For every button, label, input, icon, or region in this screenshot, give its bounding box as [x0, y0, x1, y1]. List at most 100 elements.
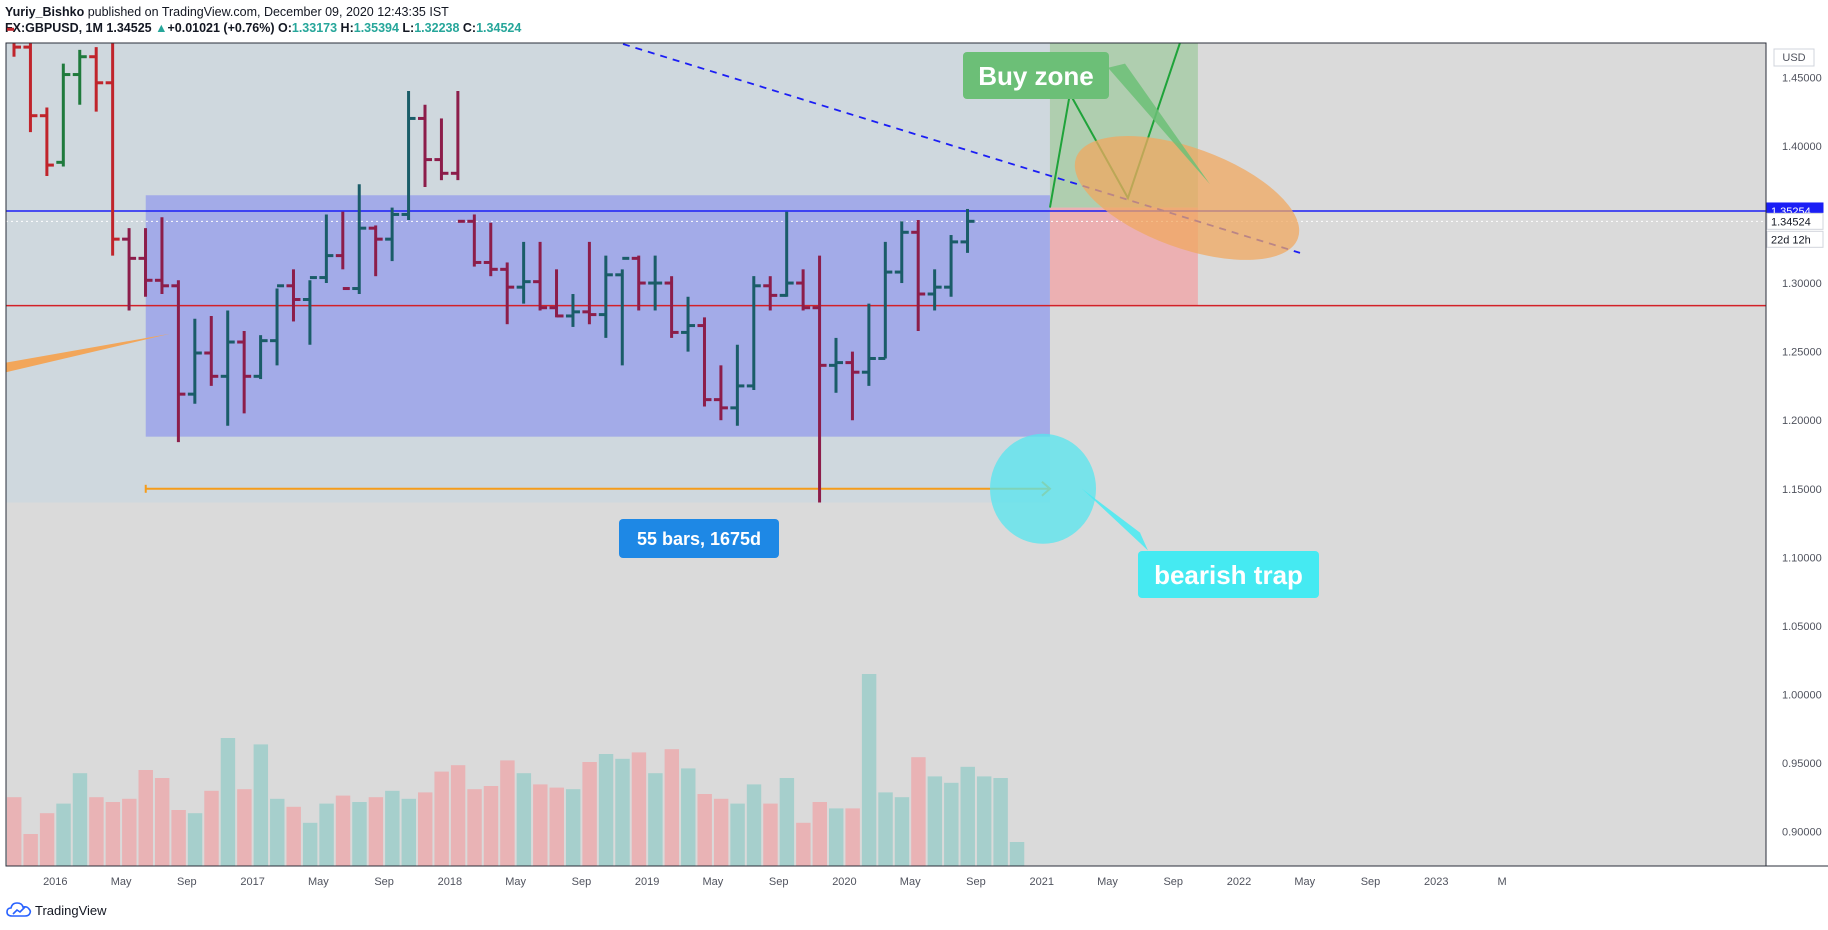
volume-bar: [878, 792, 893, 866]
volume-bar: [434, 771, 449, 866]
volume-bar: [302, 822, 318, 866]
volume-bar: [72, 773, 88, 866]
chart-header: Yuriy_Bishko published on TradingView.co…: [5, 4, 521, 36]
volume-bar: [812, 802, 827, 866]
time-tick-label: Sep: [966, 876, 986, 888]
volume-bar: [763, 803, 778, 866]
volume-bar: [1009, 842, 1025, 866]
volume-bar: [401, 798, 416, 866]
publish-info: published on TradingView.com, December 0…: [87, 5, 449, 19]
volume-bar: [615, 758, 630, 866]
volume-bar: [39, 813, 55, 866]
last-price: 1.34525: [106, 21, 152, 35]
time-tick-label: 2019: [635, 876, 659, 888]
volume-bar: [993, 778, 1008, 866]
volume-bar: [483, 786, 499, 866]
volume-bar: [138, 770, 153, 866]
volume-bar: [500, 760, 515, 866]
volume-bar: [89, 797, 104, 866]
time-scale[interactable]: [6, 866, 1766, 892]
last-price-tag: 1.34524: [1771, 216, 1811, 228]
price-axis-ticks: 1.450001.400001.350001.300001.250001.200…: [1782, 72, 1822, 838]
close-label: C:: [462, 21, 477, 35]
time-tick-label: Sep: [572, 876, 592, 888]
time-tick-label: 2016: [43, 876, 67, 888]
bars-range-label-box: [619, 519, 779, 558]
price-tick-label: 1.30000: [1782, 278, 1822, 290]
volume-bar: [385, 790, 400, 866]
price-tick-label: 0.95000: [1782, 758, 1822, 770]
time-tick-label: M: [1497, 876, 1506, 888]
volume-bar: [23, 834, 38, 866]
price-tick-label: 1.20000: [1782, 415, 1822, 427]
volume-bar: [582, 762, 597, 866]
low-value: 1.32238: [414, 21, 460, 35]
time-tick-label: May: [1294, 876, 1315, 888]
publish-line: Yuriy_Bishko published on TradingView.co…: [5, 4, 521, 20]
chart-background: [6, 43, 1766, 866]
price-tick-label: 1.00000: [1782, 690, 1822, 702]
time-tick-label: May: [308, 876, 329, 888]
up-arrow-icon: ▲: [155, 21, 168, 35]
drawing-labels: Buy zone 55 bars, 1675d bearish trap: [619, 52, 1319, 598]
price-tick-label: 1.10000: [1782, 552, 1822, 564]
volume-bar: [976, 776, 992, 866]
author-name[interactable]: Yuriy_Bishko: [5, 5, 85, 19]
volume-bar: [631, 752, 647, 866]
volume-bar: [187, 813, 203, 866]
volume-bar: [911, 757, 926, 866]
buy-zone-pointer: [1108, 63, 1210, 185]
time-tick-label: May: [703, 876, 724, 888]
time-tick-label: May: [111, 876, 132, 888]
volume-bar: [713, 798, 729, 866]
currency-box[interactable]: [1773, 48, 1815, 67]
volume-bar: [730, 803, 745, 866]
time-tick-label: Sep: [769, 876, 789, 888]
time-tick-label: Sep: [1163, 876, 1183, 888]
price-change: +0.01021 (+0.76%): [167, 21, 275, 35]
volume-bar: [253, 744, 269, 866]
volume-bar: [565, 789, 581, 866]
bearish-trap-pointer: [1082, 488, 1148, 551]
volume-bar: [779, 778, 795, 866]
price-scale[interactable]: [1766, 43, 1828, 866]
price-tick-label: 1.45000: [1782, 72, 1822, 84]
time-tick-label: May: [1097, 876, 1118, 888]
volume-bar: [944, 782, 959, 866]
volume-bar: [927, 776, 943, 866]
volume-bar: [796, 822, 811, 866]
brand-name: TradingView: [35, 902, 107, 918]
low-label: L:: [402, 21, 415, 35]
volume-bar: [894, 797, 910, 866]
countdown-tag: 22d 12h: [1771, 234, 1811, 246]
volume-bar: [418, 792, 433, 866]
volume-bar: [467, 789, 482, 866]
time-axis-ticks: 2016 May Sep 2017 May Sep 2018 May Sep 2019 May Sep…: [43, 876, 1507, 888]
cloud-logo-icon: [6, 902, 32, 917]
volume-bar: [681, 768, 696, 866]
volume-bar: [7, 797, 22, 866]
open-value: 1.33173: [291, 21, 338, 35]
volume-bar: [549, 787, 564, 866]
symbol-label[interactable]: FX:GBPUSD, 1M: [5, 21, 103, 35]
volume-bar: [845, 808, 860, 866]
volume-bar: [533, 784, 548, 866]
price-tick-label: 1.40000: [1782, 141, 1822, 153]
currency-label: USD: [1782, 52, 1805, 64]
buy-zone-label: Buy zone: [978, 61, 1094, 91]
volume-bar: [319, 803, 334, 866]
orange-wedge: [6, 333, 170, 373]
tradingview-footer[interactable]: TradingView: [6, 902, 107, 918]
ohlc-legend: FX:GBPUSD, 1M 1.34525 ▲+0.01021 (+0.76%)…: [5, 20, 521, 36]
countdown-tag-box: [1766, 230, 1824, 248]
volume-bar: [746, 784, 762, 866]
volume-bar: [697, 794, 712, 866]
bearish-trap-ellipse: [990, 433, 1096, 544]
volume-bar: [154, 778, 170, 866]
time-tick-label: Sep: [177, 876, 197, 888]
time-tick-label: Sep: [1361, 876, 1381, 888]
time-tick-label: 2018: [438, 876, 462, 888]
volume-bar: [56, 803, 71, 866]
